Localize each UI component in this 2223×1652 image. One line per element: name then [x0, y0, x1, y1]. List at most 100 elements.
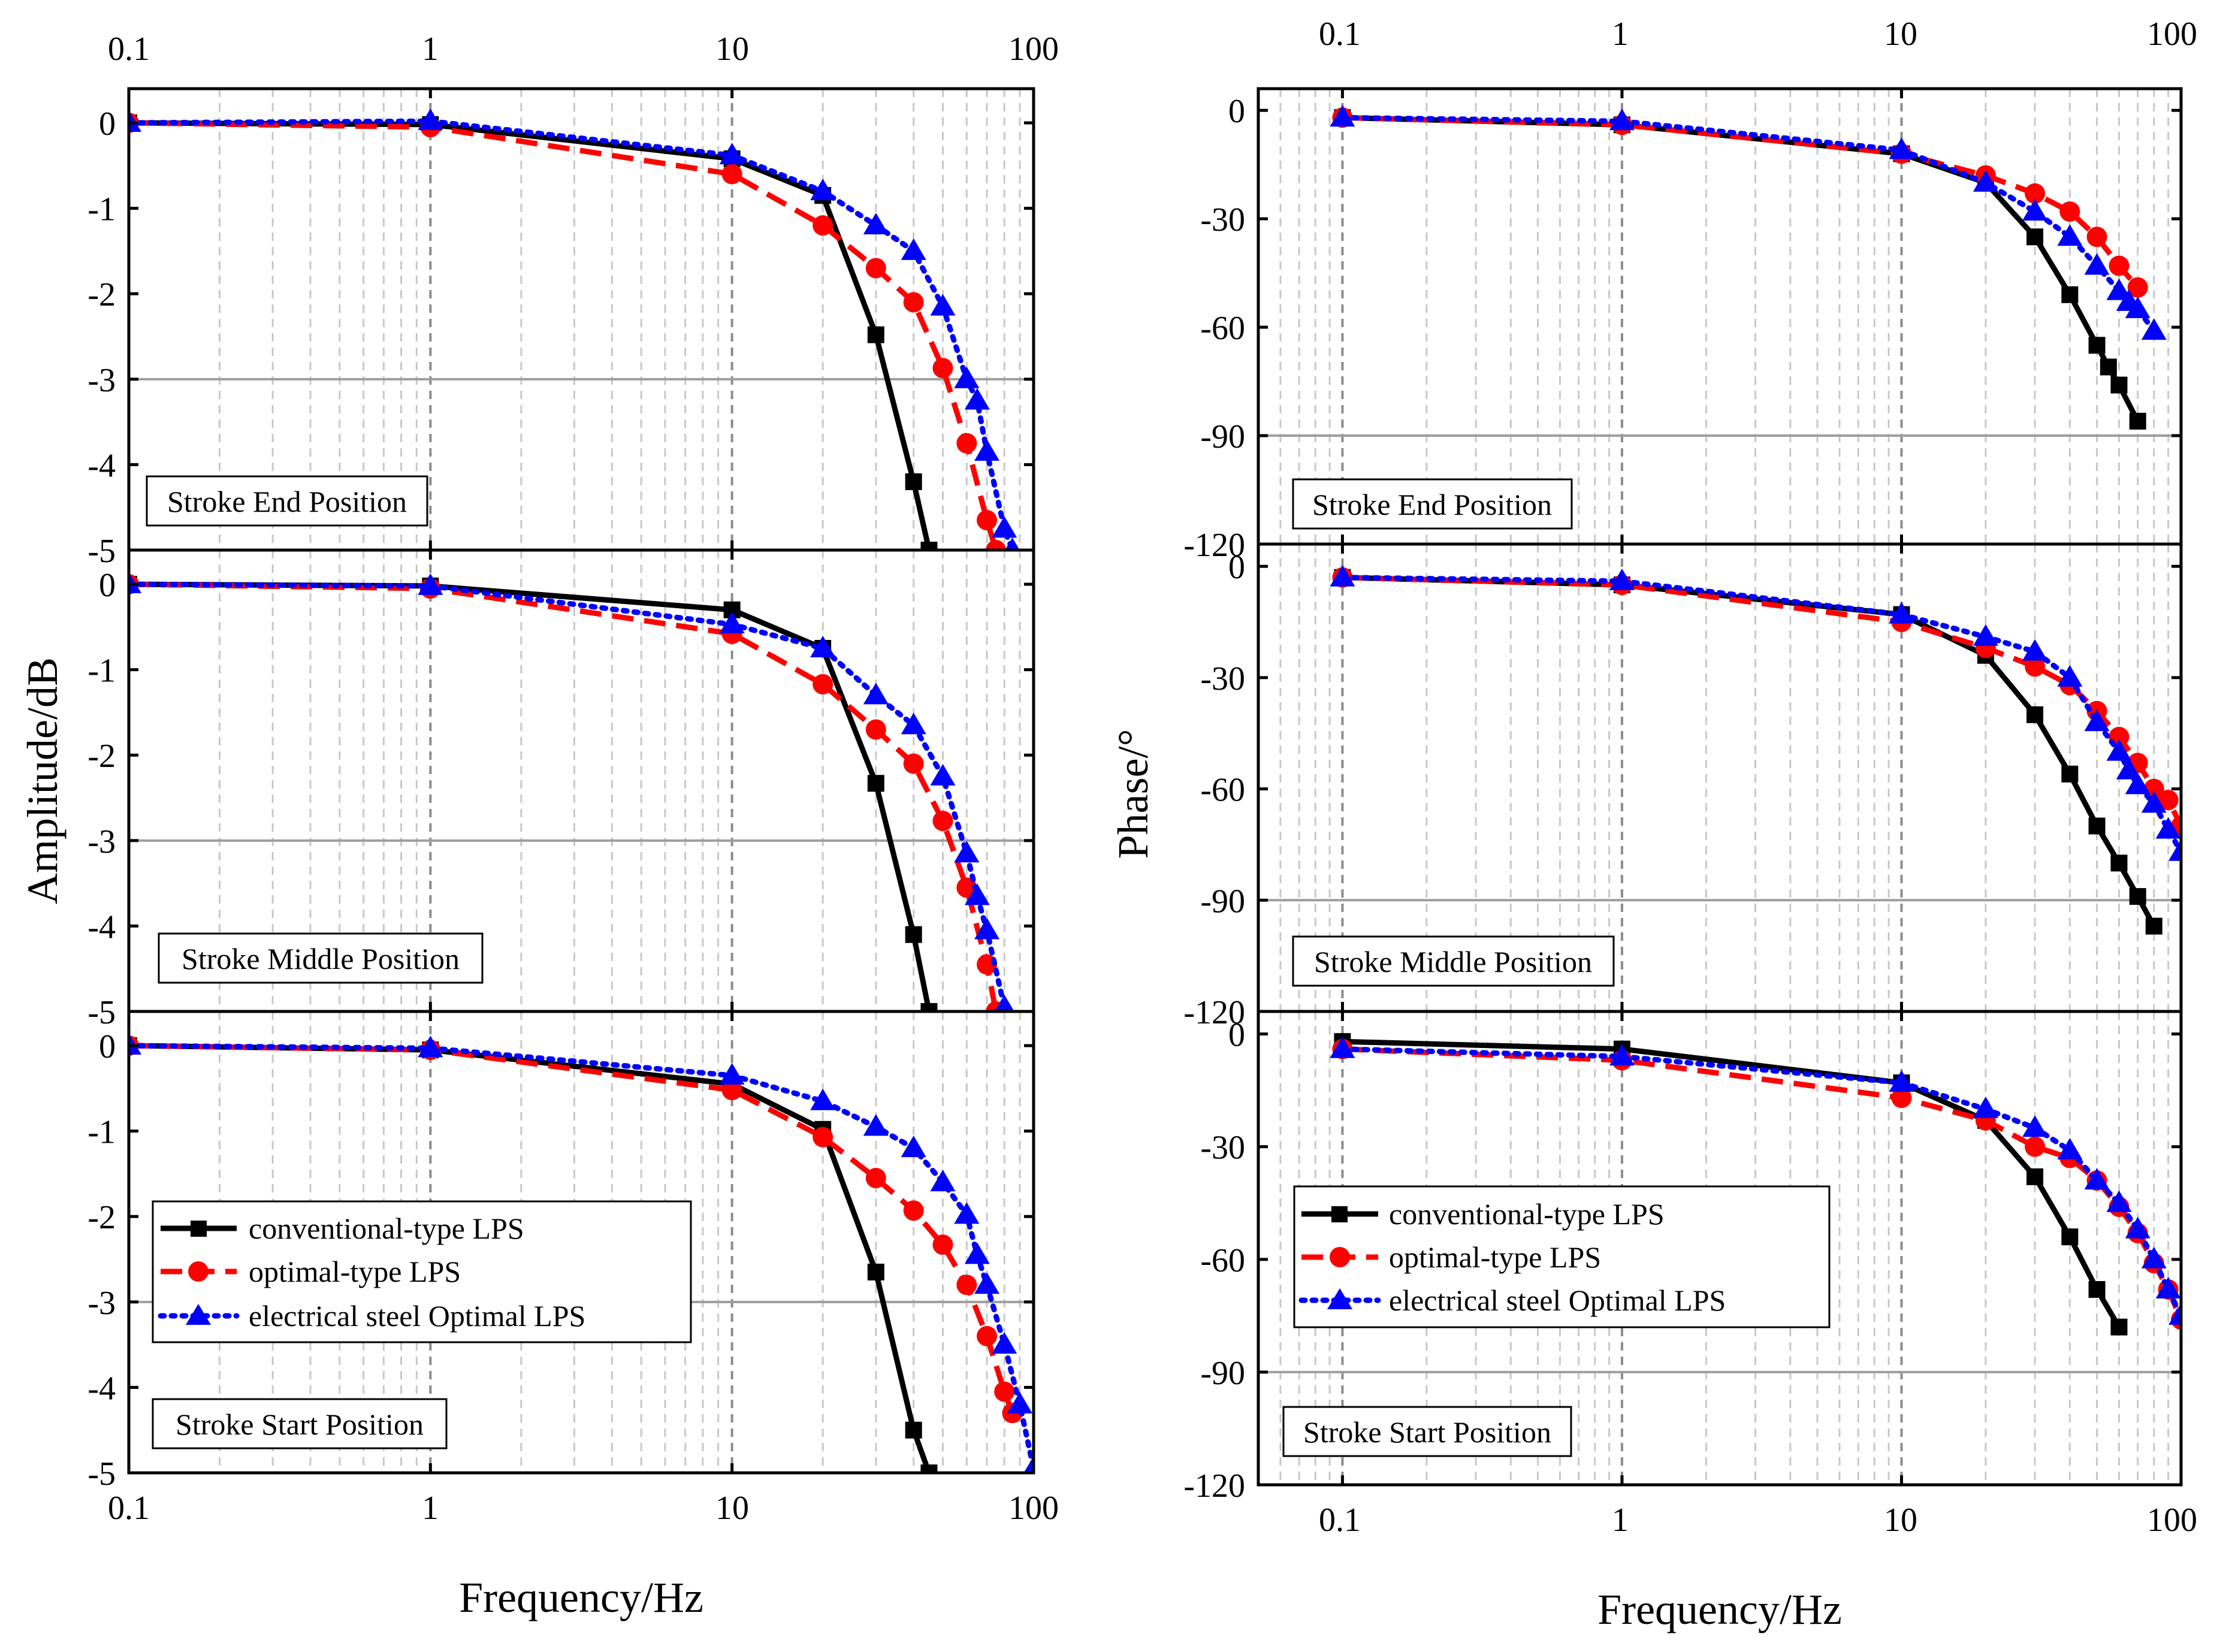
- marker-triangle-electrical: [1973, 1097, 1998, 1119]
- marker-triangle-electrical: [901, 712, 926, 735]
- y-tick-label: -90: [1200, 1355, 1245, 1392]
- marker-triangle-electrical: [2168, 839, 2181, 861]
- plot-frame-phase-end: [1257, 87, 2183, 546]
- marker-circle-optimal: [932, 1234, 953, 1255]
- y-tick-label: -120: [1183, 1467, 1245, 1505]
- marker-triangle-electrical: [992, 1332, 1017, 1354]
- grid-phase-end: [1279, 89, 2170, 544]
- legend-item-electrical: electrical steel Optimal LPS: [1298, 1283, 1726, 1317]
- marker-triangle-electrical: [2106, 1190, 2132, 1212]
- position-label-amp-start: Stroke Start Position: [176, 1408, 424, 1441]
- legend-box-phase: [1293, 1185, 1831, 1328]
- marker-square-conventional: [905, 926, 922, 943]
- series-phase-middle: [1330, 564, 2181, 935]
- marker-circle-optimal: [994, 1381, 1015, 1402]
- marker-triangle-electrical: [2022, 199, 2048, 221]
- series-line-optimal: [129, 581, 999, 1011]
- y-tick-label: -120: [1183, 994, 1245, 1031]
- legend-box-amp: [152, 1200, 692, 1343]
- marker-triangle-electrical: [901, 1135, 926, 1158]
- marker-square-conventional: [2026, 706, 2044, 723]
- marker-square-conventional: [2026, 1168, 2044, 1185]
- marker-triangle-electrical: [129, 110, 141, 132]
- series-phase-end: [1330, 105, 2167, 430]
- y-tick-label: -30: [1200, 660, 1245, 697]
- position-label-phase-start: Stroke Start Position: [1303, 1415, 1551, 1449]
- position-label-box-phase-start: Stroke Start Position: [1282, 1406, 1572, 1457]
- y-tick-label: -60: [1200, 772, 1245, 809]
- marker-triangle-electrical: [1609, 1044, 1635, 1066]
- marker-triangle-electrical: [863, 682, 889, 705]
- y-tick-label: 0: [1228, 1017, 1245, 1054]
- marker-triangle-electrical: [2116, 757, 2142, 780]
- marker-circle-optimal: [977, 1325, 998, 1346]
- legend-item-conventional: conventional-type LPS: [161, 1212, 524, 1245]
- plot-frame-phase-start: [1257, 1010, 2183, 1487]
- marker-triangle-electrical: [954, 1202, 980, 1224]
- marker-triangle-electrical: [863, 1114, 889, 1136]
- y-tick-label: 0: [99, 567, 116, 604]
- y-tick-label: 0: [1228, 549, 1245, 586]
- series-line-electrical: [129, 118, 1015, 550]
- marker-circle-optimal: [2025, 1136, 2046, 1157]
- marker-circle-optimal: [2127, 277, 2148, 298]
- marker-square-conventional: [867, 1263, 884, 1280]
- marker-triangle-electrical: [974, 917, 1000, 940]
- marker-circle-optimal: [865, 258, 886, 279]
- y-ticks-amp-end: 0 -1 -2 -3 -4 -5: [87, 89, 1035, 570]
- y-tick-label: -1: [87, 653, 116, 690]
- y-tick-label: -60: [1200, 310, 1245, 347]
- legend-label-conventional: conventional-type LPS: [249, 1212, 524, 1245]
- marker-square-conventional: [2061, 1228, 2079, 1246]
- marker-square-conventional: [920, 1464, 938, 1473]
- marker-triangle-electrical: [1005, 537, 1020, 550]
- x-tick-label: 10: [1884, 16, 1917, 53]
- marker-circle-optimal: [986, 540, 1007, 550]
- y-tick-label: -2: [87, 276, 116, 313]
- marker-triangle-electrical: [2106, 739, 2132, 761]
- legend-label-optimal: optimal-type LPS: [1389, 1240, 1601, 1274]
- marker-triangle-electrical: [1973, 624, 1998, 646]
- marker-triangle-electrical: [2141, 791, 2167, 813]
- marker-triangle-electrical: [2155, 817, 2181, 839]
- marker-triangle-electrical: [1007, 1391, 1032, 1414]
- marker-triangle-electrical: [1330, 564, 1355, 587]
- marker-triangle-electrical: [2141, 318, 2167, 340]
- marker-circle-optimal: [932, 358, 953, 379]
- y-tick-label: -4: [87, 1370, 116, 1407]
- marker-square-conventional: [2110, 376, 2128, 394]
- marker-square-conventional: [2088, 817, 2106, 835]
- x-tick-label: 0.1: [1319, 16, 1361, 53]
- marker-triangle-electrical: [2155, 1276, 2181, 1298]
- marker-triangle-electrical: [930, 294, 956, 316]
- position-label-box-amp-end: Stroke End Position: [146, 475, 428, 527]
- y-tick-label: 0: [1228, 93, 1245, 130]
- y-tick-label: -3: [87, 362, 116, 399]
- y-ticks-phase-start: 0 -30 -60 -90 -120: [1183, 1011, 2183, 1505]
- marker-triangle-electrical: [1023, 1455, 1034, 1473]
- marker-triangle-electrical: [994, 994, 1014, 1011]
- y-tick-label: -3: [87, 1285, 116, 1322]
- marker-circle-optimal: [903, 1200, 924, 1221]
- legend-amp: conventional-type LPS optimal-type LPS e…: [152, 1200, 692, 1343]
- marker-triangle-electrical: [2141, 1246, 2167, 1269]
- position-label-box-amp-start: Stroke Start Position: [152, 1398, 448, 1449]
- x-tick-labels-phase-bottom: 0.1 1 10 100: [1319, 1502, 2197, 1539]
- marker-square-conventional: [2026, 228, 2044, 246]
- y-ticks-phase-middle: 0 -30 -60 -90 -120: [1183, 544, 2183, 1031]
- legend-item-optimal: optimal-type LPS: [1301, 1240, 1601, 1274]
- marker-triangle-electrical: [1609, 568, 1635, 590]
- marker-triangle-electrical: [974, 439, 1000, 461]
- series-phase-start: [1330, 1033, 2181, 1336]
- series-line-electrical: [1339, 575, 2181, 855]
- marker-circle-optimal: [2086, 226, 2107, 247]
- legend-marker-triangle: [1327, 1288, 1352, 1309]
- marker-circle-optimal: [2025, 656, 2046, 677]
- marker-circle-optimal: [813, 215, 833, 236]
- marker-square-conventional: [2061, 286, 2079, 303]
- marker-triangle-electrical: [810, 1088, 836, 1110]
- marker-circle-optimal: [903, 753, 924, 774]
- marker-circle-optimal: [932, 811, 953, 832]
- marker-triangle-electrical: [418, 1035, 443, 1058]
